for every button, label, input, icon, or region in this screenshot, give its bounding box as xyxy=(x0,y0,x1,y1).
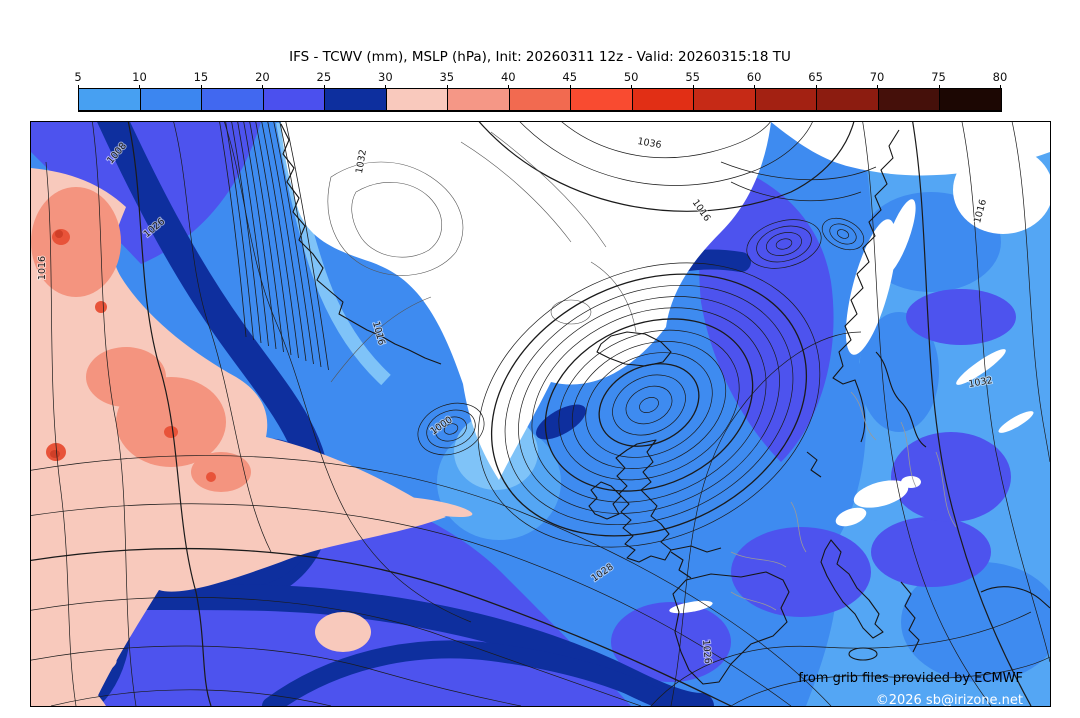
contour-label: 1036 xyxy=(637,136,663,151)
colorbar-tick-label: 30 xyxy=(378,70,393,84)
colorbar-tick-mark xyxy=(200,85,202,88)
colorbar-segment xyxy=(324,89,386,110)
contour-label: 1026 xyxy=(700,639,713,664)
colorbar-segment xyxy=(385,89,448,110)
colorbar-tick-mark xyxy=(754,85,756,88)
contour-label: 1016 xyxy=(37,256,48,280)
colorbar-tick-label: 15 xyxy=(193,70,209,84)
colorbar-tick-label: 50 xyxy=(623,70,639,84)
colorbar-tick-mark xyxy=(692,85,694,88)
low-pressure-contours xyxy=(218,117,865,548)
colorbar-tick-mark xyxy=(139,85,141,88)
contour-label: 1032 xyxy=(354,149,369,175)
colorbar-tick-label: 35 xyxy=(439,70,455,84)
colorbar-tick-label: 65 xyxy=(808,70,823,84)
tcwv-fill-regions xyxy=(0,97,1061,718)
colorbar-segment xyxy=(939,89,1001,110)
colorbar-segment xyxy=(508,89,571,110)
colorbar-tick-mark xyxy=(938,85,940,88)
colorbar-segment xyxy=(447,89,509,110)
colorbar-tick-label: 75 xyxy=(931,70,946,84)
colorbar-tick-label: 70 xyxy=(869,70,885,84)
colorbar-scale xyxy=(78,88,1002,112)
colorbar-tick-mark xyxy=(385,85,387,88)
colorbar-tick-label: 40 xyxy=(500,70,516,84)
colorbar-tick-mark xyxy=(78,85,79,88)
mslp-contour-lines xyxy=(20,111,1051,707)
colorbar-tick-mark xyxy=(508,85,510,88)
colorbar-segment xyxy=(631,89,694,110)
contour-label: 1032 xyxy=(968,375,994,390)
colorbar-tick-label: 80 xyxy=(992,70,1008,84)
colorbar-segment xyxy=(79,89,140,110)
colorbar-tick-label: 20 xyxy=(255,70,270,84)
chart-title: IFS - TCWV (mm), MSLP (hPa), Init: 20260… xyxy=(289,49,791,65)
colorbar-tick-mark xyxy=(323,85,325,88)
colorbar-tick-label: 10 xyxy=(132,70,147,84)
colorbar-tick-mark xyxy=(877,85,879,88)
colorbar-tick-mark xyxy=(815,85,817,88)
colorbar-segment xyxy=(754,89,817,110)
colorbar-tick-label: 45 xyxy=(562,70,578,84)
colorbar-segment xyxy=(201,89,263,110)
colorbar-segment xyxy=(570,89,632,110)
colorbar-segment xyxy=(262,89,325,110)
colorbar-segment xyxy=(877,89,940,110)
colorbar-tick-labels: 5 10 15 20 25 30 35 40 45 50 55 60 65 70 75 80 xyxy=(74,70,1007,88)
colorbar-tick-label: 5 xyxy=(74,70,82,84)
coastlines xyxy=(280,123,1051,685)
map-frame: 1008 1032 1026 1016 1036 1016 1016 1016 1000 1028… xyxy=(0,97,1061,718)
colorbar-tick-mark xyxy=(1000,85,1001,88)
colorbar-tick-mark xyxy=(569,85,571,88)
colorbar-tick-mark xyxy=(262,85,264,88)
credit-copyright: ©2026 sb@irizone.net xyxy=(876,693,1023,706)
colorbar-tick-mark xyxy=(446,85,448,88)
colorbar-tick-mark xyxy=(631,85,633,88)
colorbar-segment xyxy=(139,89,202,110)
colorbar-tick-label: 25 xyxy=(316,70,332,84)
colorbar: 5 10 15 20 25 30 35 40 45 50 55 60 65 70 75 80 xyxy=(74,70,1007,112)
colorbar-tick-label: 60 xyxy=(746,70,762,84)
colorbar-tick-label: 55 xyxy=(685,70,700,84)
colorbar-segment xyxy=(816,89,878,110)
colorbar-segment xyxy=(693,89,755,110)
credit-ecmwf: from grib files provided by ECMWF xyxy=(798,671,1023,686)
